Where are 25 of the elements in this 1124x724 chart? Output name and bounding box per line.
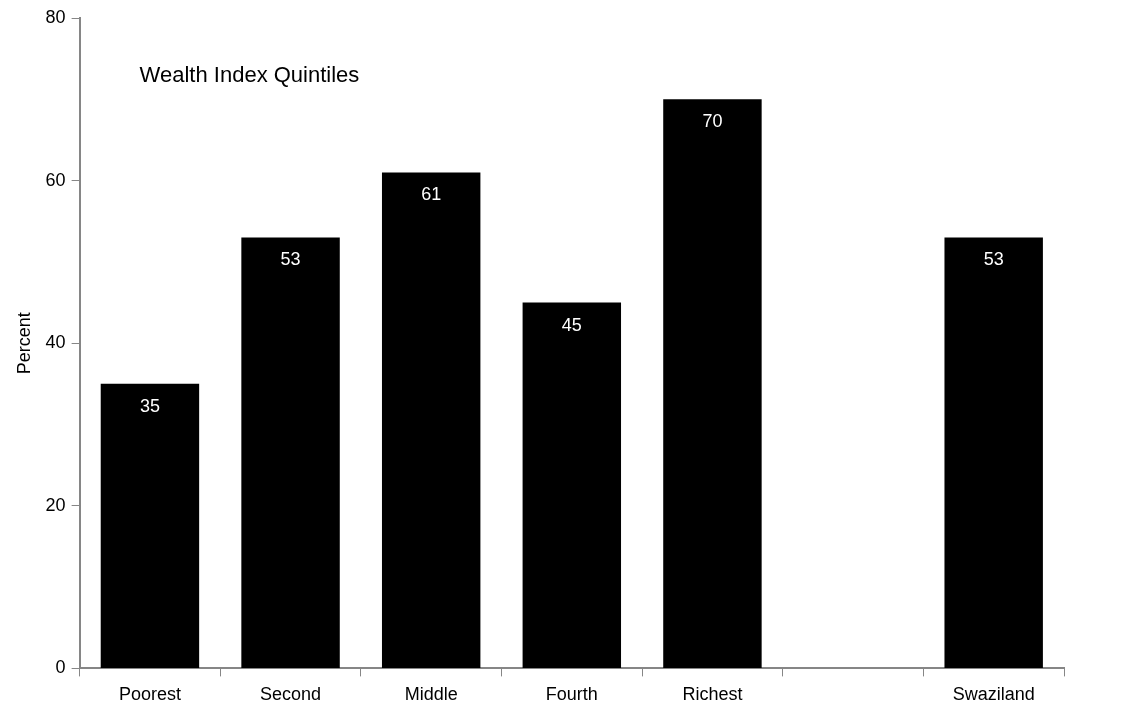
- bar: [663, 99, 762, 668]
- data-label: 70: [702, 111, 723, 132]
- data-label: 53: [280, 249, 301, 270]
- bar: [381, 172, 481, 668]
- bar: [100, 383, 200, 668]
- data-label: 35: [139, 395, 160, 416]
- data-label: 53: [983, 249, 1004, 270]
- y-tick-label: 20: [45, 494, 66, 515]
- y-tick-label: 40: [45, 332, 66, 353]
- y-axis-title: Percent: [13, 312, 34, 375]
- y-tick-label: 0: [55, 657, 66, 678]
- bar: [944, 237, 1043, 668]
- bar: [522, 302, 622, 668]
- x-tick-label: Poorest: [118, 684, 181, 705]
- x-tick-label: Second: [260, 684, 322, 705]
- y-tick-label: 60: [45, 169, 66, 190]
- x-tick-label: Richest: [682, 684, 743, 705]
- annotation: Wealth Index Quintiles: [139, 62, 360, 88]
- x-tick-label: Middle: [404, 684, 458, 705]
- x-tick-label: Swaziland: [952, 684, 1035, 705]
- bar: [241, 237, 340, 668]
- y-tick-label: 80: [45, 6, 66, 27]
- data-label: 61: [421, 184, 442, 205]
- data-label: 45: [561, 314, 582, 335]
- x-tick-label: Fourth: [545, 684, 598, 705]
